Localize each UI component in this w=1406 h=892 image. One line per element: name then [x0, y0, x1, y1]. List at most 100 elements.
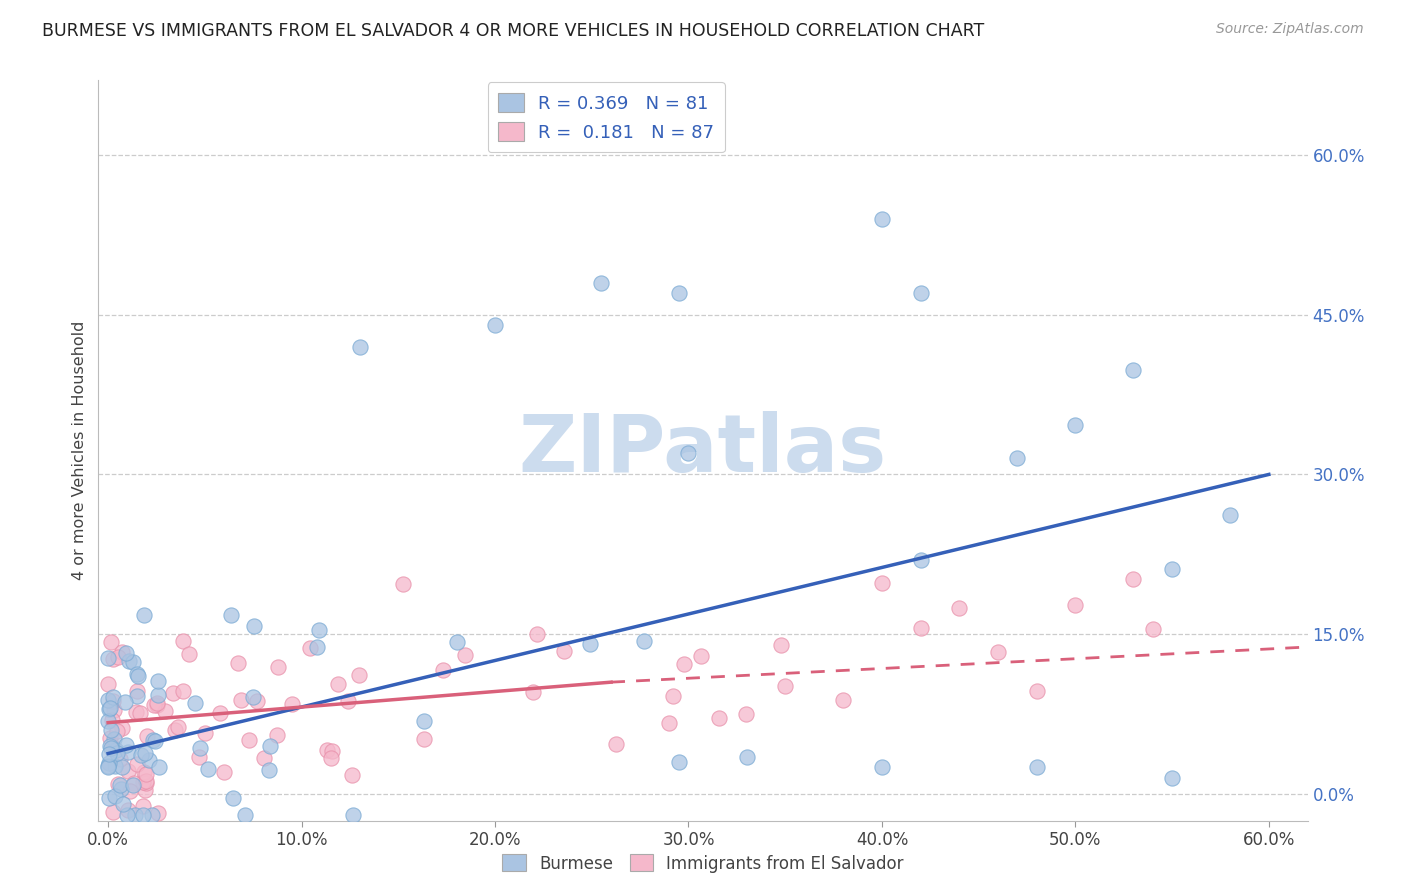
Point — [110, 779, 132, 793]
Point — [266, 728, 288, 742]
Point — [115, 646, 138, 660]
Point — [522, 685, 544, 699]
Legend: R = 0.369   N = 81, R =  0.181   N = 87: R = 0.369 N = 81, R = 0.181 N = 87 — [488, 82, 725, 153]
Point — [136, 729, 159, 743]
Point — [142, 698, 165, 712]
Point — [172, 683, 194, 698]
Point — [107, 776, 129, 790]
Point — [132, 775, 155, 789]
Point — [127, 684, 149, 698]
Point — [141, 733, 163, 747]
Text: BURMESE VS IMMIGRANTS FROM EL SALVADOR 4 OR MORE VEHICLES IN HOUSEHOLD CORRELATI: BURMESE VS IMMIGRANTS FROM EL SALVADOR 4… — [42, 22, 984, 40]
Point — [184, 696, 207, 710]
Point — [134, 764, 156, 779]
Point — [987, 645, 1010, 659]
Point — [145, 733, 167, 747]
Point — [97, 702, 120, 716]
Point — [412, 714, 434, 729]
Point — [132, 808, 155, 822]
Point — [121, 655, 143, 669]
Point — [1064, 418, 1087, 433]
Point — [347, 668, 370, 682]
Point — [221, 790, 243, 805]
Point — [281, 697, 304, 711]
Point — [1122, 363, 1144, 377]
Point — [578, 637, 600, 651]
Point — [591, 276, 613, 290]
Point — [101, 805, 124, 819]
Point — [308, 624, 330, 638]
Point — [98, 756, 121, 770]
Point — [769, 638, 792, 652]
Point — [342, 808, 364, 822]
Point — [328, 677, 350, 691]
Point — [212, 765, 235, 780]
Point — [125, 689, 148, 703]
Point — [707, 711, 730, 725]
Point — [668, 286, 690, 301]
Point — [194, 725, 217, 739]
Point — [1161, 771, 1184, 785]
Point — [166, 720, 188, 734]
Point — [690, 649, 713, 664]
Point — [104, 759, 127, 773]
Point — [148, 805, 170, 820]
Point — [122, 778, 145, 792]
Point — [253, 751, 276, 765]
Point — [948, 601, 970, 615]
Text: ZIPatlas: ZIPatlas — [519, 411, 887, 490]
Point — [101, 694, 124, 708]
Point — [605, 738, 627, 752]
Point — [98, 701, 121, 715]
Point — [633, 634, 655, 648]
Point — [103, 731, 125, 746]
Point — [321, 743, 343, 757]
Point — [134, 746, 156, 760]
Point — [259, 739, 281, 754]
Point — [231, 693, 253, 707]
Point — [110, 752, 132, 766]
Point — [661, 689, 683, 703]
Point — [1064, 599, 1087, 613]
Point — [870, 575, 893, 590]
Point — [138, 753, 160, 767]
Point — [117, 803, 139, 817]
Point — [135, 773, 157, 788]
Point — [125, 666, 148, 681]
Point — [97, 677, 120, 691]
Point — [97, 714, 120, 728]
Point — [242, 690, 264, 705]
Point — [135, 775, 157, 789]
Point — [910, 286, 932, 301]
Point — [127, 756, 149, 771]
Point — [267, 659, 290, 673]
Point — [97, 760, 120, 774]
Point — [104, 743, 127, 757]
Point — [111, 645, 134, 659]
Point — [153, 704, 176, 718]
Point — [118, 654, 141, 668]
Point — [208, 706, 231, 720]
Point — [117, 746, 139, 760]
Point — [148, 760, 170, 774]
Point — [103, 652, 125, 666]
Point — [111, 721, 134, 735]
Point — [105, 723, 128, 738]
Point — [349, 340, 371, 354]
Point — [668, 755, 690, 769]
Point — [340, 768, 363, 782]
Point — [98, 747, 121, 761]
Point — [103, 690, 125, 705]
Point — [243, 618, 266, 632]
Point — [735, 749, 758, 764]
Point — [112, 797, 135, 811]
Point — [129, 747, 152, 762]
Point — [101, 739, 124, 754]
Point — [910, 621, 932, 635]
Point — [172, 634, 194, 648]
Point — [197, 762, 219, 776]
Point — [124, 808, 146, 822]
Point — [432, 663, 454, 677]
Legend: Burmese, Immigrants from El Salvador: Burmese, Immigrants from El Salvador — [495, 847, 911, 880]
Point — [1122, 572, 1144, 586]
